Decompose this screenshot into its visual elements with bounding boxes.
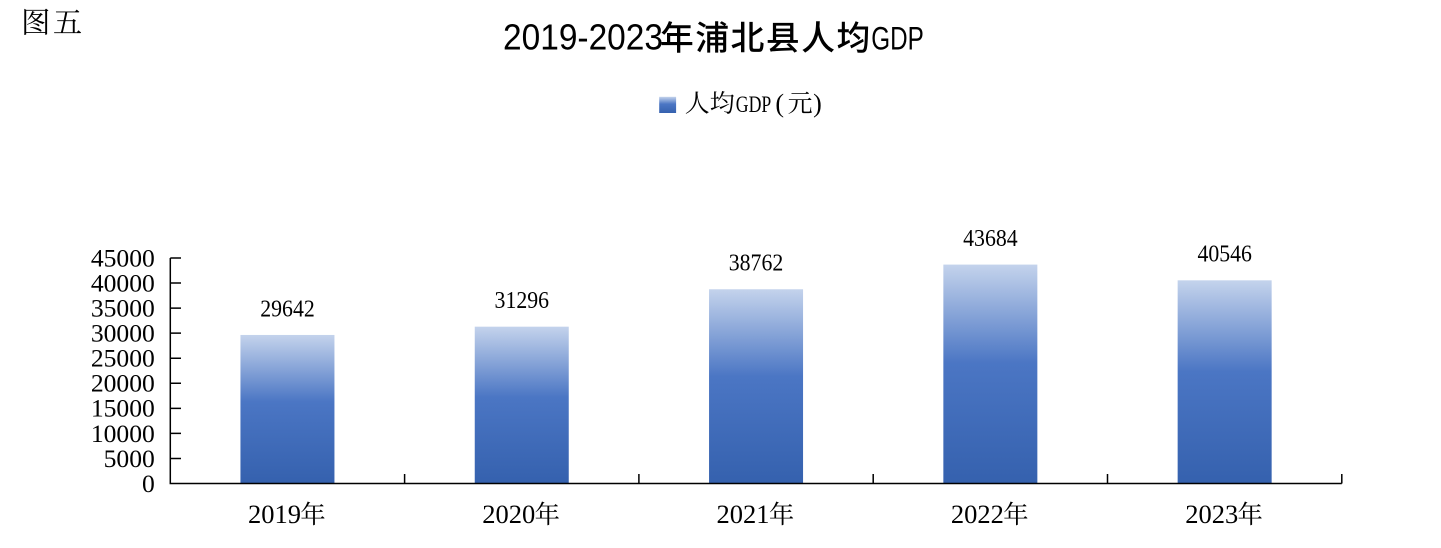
svg-text:40000: 40000 xyxy=(91,269,155,298)
svg-text:20000: 20000 xyxy=(91,369,155,398)
svg-text:43684: 43684 xyxy=(963,225,1018,252)
svg-text:10000: 10000 xyxy=(91,419,155,448)
svg-text:45000: 45000 xyxy=(91,243,155,272)
svg-text:(: ( xyxy=(775,89,784,118)
svg-text:40546: 40546 xyxy=(1197,241,1252,268)
svg-text:31296: 31296 xyxy=(495,287,550,314)
svg-text:2023: 2023 xyxy=(1185,499,1238,529)
svg-text:0: 0 xyxy=(142,469,155,498)
svg-text:35000: 35000 xyxy=(91,294,155,323)
svg-text:30000: 30000 xyxy=(91,319,155,348)
svg-text:2020: 2020 xyxy=(482,499,535,529)
svg-text:29642: 29642 xyxy=(260,295,315,322)
svg-text:GDP: GDP xyxy=(871,21,924,57)
svg-text:2022: 2022 xyxy=(951,499,1004,529)
svg-text:GDP: GDP xyxy=(736,92,772,117)
svg-text:38762: 38762 xyxy=(729,250,784,277)
svg-text:2021: 2021 xyxy=(717,499,770,529)
svg-text:2019-2023: 2019-2023 xyxy=(503,17,663,58)
svg-text:25000: 25000 xyxy=(91,344,155,373)
svg-text:15000: 15000 xyxy=(91,394,155,423)
svg-text:2019: 2019 xyxy=(248,499,301,529)
svg-text:5000: 5000 xyxy=(104,444,155,473)
svg-text:): ) xyxy=(813,89,822,118)
